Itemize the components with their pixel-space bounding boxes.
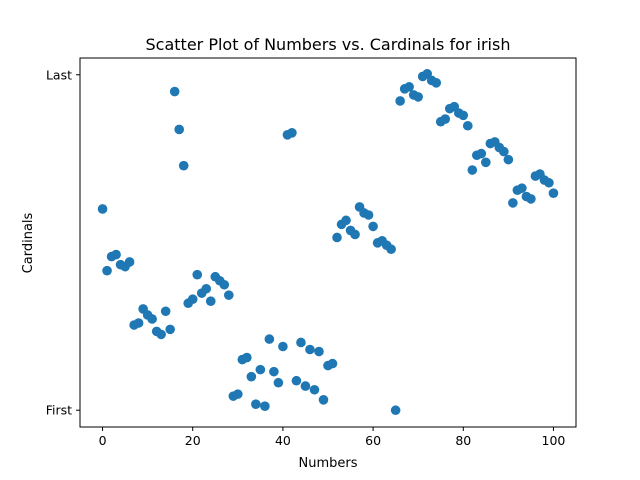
x-tick-label: 100 <box>542 433 566 448</box>
data-point <box>462 120 473 131</box>
data-point <box>97 204 108 214</box>
data-point <box>169 86 180 97</box>
data-point <box>219 279 230 290</box>
data-point <box>192 269 203 280</box>
data-point <box>431 78 442 88</box>
x-tick-label: 20 <box>185 433 201 448</box>
plot-frame <box>79 57 577 428</box>
y-axis-label: Cardinals <box>21 212 36 273</box>
data-point <box>476 148 487 159</box>
data-point <box>205 296 216 307</box>
data-point <box>499 146 509 157</box>
data-point <box>156 329 166 340</box>
data-point <box>314 346 324 357</box>
data-point <box>309 384 320 395</box>
data-point <box>341 215 351 226</box>
x-tick-label: 80 <box>455 433 471 448</box>
data-point <box>548 188 559 198</box>
data-point <box>363 210 374 220</box>
data-point <box>404 82 414 92</box>
x-tick-label: 40 <box>275 433 291 448</box>
y-axis-ticks: First Last <box>46 67 80 418</box>
data-point <box>255 364 266 375</box>
data-point <box>503 154 514 165</box>
data-point <box>458 110 469 121</box>
chart-title: Scatter Plot of Numbers vs. Cardinals fo… <box>146 35 511 54</box>
points-layer <box>97 68 559 416</box>
data-point <box>174 124 184 135</box>
data-point <box>327 358 338 369</box>
data-point <box>386 244 396 255</box>
data-point <box>201 283 212 294</box>
data-point <box>508 198 518 208</box>
data-point <box>332 232 342 243</box>
data-point <box>269 366 279 377</box>
data-point <box>526 194 536 204</box>
data-point <box>390 405 401 416</box>
data-point <box>517 183 527 193</box>
y-tick-label: First <box>46 403 72 418</box>
data-point <box>242 352 252 363</box>
x-axis-label: Numbers <box>299 456 358 471</box>
data-point <box>187 294 198 304</box>
data-point <box>133 318 144 328</box>
data-point <box>264 334 275 344</box>
data-point <box>102 265 112 276</box>
data-point <box>481 157 491 168</box>
data-point <box>296 337 306 348</box>
data-point <box>251 399 261 409</box>
x-axis-ticks: 0 20 40 60 80 100 <box>99 427 566 448</box>
data-point <box>300 381 311 391</box>
data-point <box>305 344 315 355</box>
data-point <box>544 177 554 188</box>
data-point <box>124 257 135 267</box>
data-point <box>350 229 360 240</box>
data-point <box>291 375 302 386</box>
y-tick-label: Last <box>46 67 72 82</box>
data-point <box>368 221 378 232</box>
data-point <box>165 324 175 335</box>
x-tick-label: 0 <box>99 433 107 448</box>
data-point <box>224 290 234 300</box>
data-point <box>278 341 288 352</box>
data-point <box>467 165 478 175</box>
data-point <box>233 389 243 399</box>
data-point <box>178 160 189 171</box>
data-point <box>260 401 270 412</box>
data-point <box>246 371 257 382</box>
data-point <box>318 395 329 405</box>
data-point <box>273 377 284 388</box>
data-point <box>147 314 157 324</box>
data-point <box>395 96 405 106</box>
data-point <box>160 306 171 317</box>
data-point <box>413 92 423 102</box>
data-point <box>440 114 451 124</box>
data-point <box>287 128 297 138</box>
x-tick-label: 60 <box>365 433 381 448</box>
data-point <box>111 249 121 260</box>
